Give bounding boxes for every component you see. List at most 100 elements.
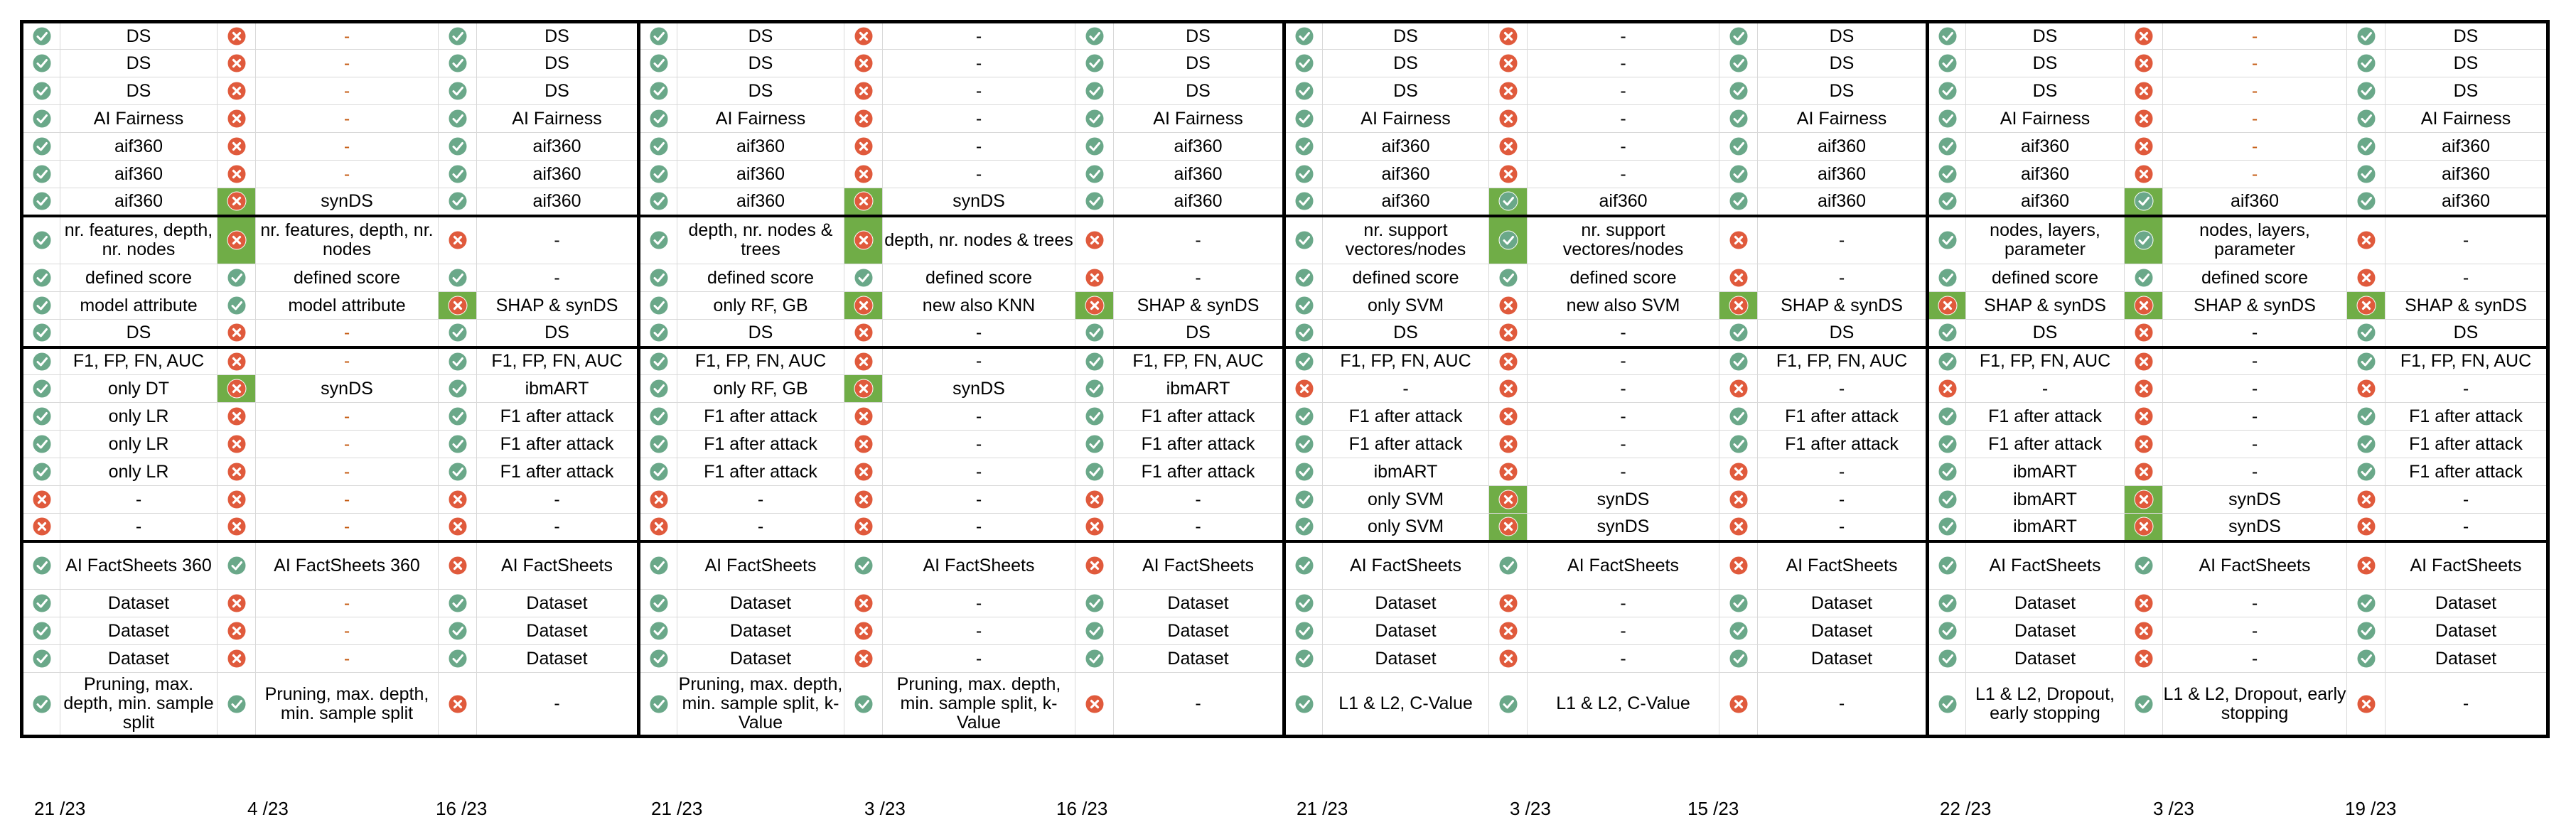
value-cell: nodes, layers, parameter — [2162, 214, 2347, 264]
check-circle-icon — [649, 379, 668, 399]
value-cell: aif360 — [1113, 132, 1284, 161]
status-cell — [438, 485, 477, 514]
status-cell — [1282, 319, 1323, 347]
x-circle-icon — [854, 81, 873, 101]
status-cell — [1488, 485, 1528, 514]
table-row: model attribute model attribute SHAP & syn… — [21, 291, 2548, 320]
status-cell — [217, 104, 256, 133]
value-cell: F1 after attack — [476, 430, 639, 458]
value-cell: depth, nr. nodes & trees — [677, 214, 844, 264]
value-cell: - — [1527, 49, 1719, 77]
check-circle-icon — [2356, 164, 2376, 184]
value-cell: DS — [60, 77, 218, 105]
status-cell — [217, 49, 256, 77]
x-circle-icon — [1085, 556, 1104, 575]
status-cell — [1926, 264, 1966, 292]
status-cell — [1282, 458, 1323, 486]
check-circle-icon — [448, 164, 467, 184]
value-cell: SHAP & synDS — [2162, 291, 2347, 320]
value-cell: F1 after attack — [2385, 430, 2548, 458]
status-cell — [1282, 77, 1323, 105]
x-circle-icon — [1498, 649, 1518, 669]
value-cell: - — [1527, 319, 1719, 347]
x-circle-icon — [227, 649, 246, 669]
check-circle-icon — [1294, 191, 1314, 211]
check-circle-icon — [649, 26, 668, 46]
value-cell: AI FactSheets — [2385, 539, 2548, 590]
value-cell: - — [1527, 132, 1719, 161]
status-cell — [217, 160, 256, 188]
value-cell: L1 & L2, Dropout, early stopping — [1965, 672, 2125, 737]
status-cell — [1488, 345, 1528, 375]
value-cell: DS — [476, 319, 639, 347]
value-cell: F1, FP, FN, AUC — [1113, 345, 1284, 375]
status-cell — [438, 430, 477, 458]
score-label: 3 /23 — [2153, 798, 2194, 819]
status-cell — [1926, 402, 1966, 431]
check-circle-icon — [1085, 434, 1104, 454]
x-circle-icon — [649, 490, 668, 509]
check-circle-icon — [32, 136, 51, 156]
status-cell — [217, 589, 256, 617]
check-circle-icon — [1294, 323, 1314, 342]
status-cell — [844, 77, 883, 105]
status-cell — [217, 132, 256, 161]
status-cell — [2346, 264, 2386, 292]
x-circle-icon — [854, 109, 873, 129]
table-row: - - - - - - only SVM synDS - ibmART synDS - — [21, 513, 2548, 541]
status-cell — [2124, 374, 2163, 403]
status-cell — [21, 264, 60, 292]
status-cell — [2346, 214, 2386, 264]
status-cell — [844, 188, 883, 216]
status-cell — [844, 644, 883, 673]
x-circle-icon — [227, 136, 246, 156]
status-cell — [2124, 264, 2163, 292]
status-cell — [21, 513, 60, 541]
status-cell — [1075, 160, 1114, 188]
status-cell — [1075, 345, 1114, 375]
check-circle-icon — [2356, 81, 2376, 101]
x-circle-icon — [227, 109, 246, 129]
value-cell: F1, FP, FN, AUC — [60, 345, 218, 375]
value-cell: F1, FP, FN, AUC — [2385, 345, 2548, 375]
status-cell — [2346, 104, 2386, 133]
check-circle-icon — [1729, 434, 1748, 454]
status-cell — [1926, 104, 1966, 133]
value-cell: Dataset — [1965, 589, 2125, 617]
x-circle-icon — [854, 517, 873, 536]
check-circle-icon — [32, 621, 51, 641]
check-circle-icon — [649, 649, 668, 669]
value-cell: DS — [1965, 21, 2125, 50]
value-cell: - — [1527, 458, 1719, 486]
status-cell — [1488, 617, 1528, 645]
status-cell — [2124, 672, 2163, 737]
status-cell — [637, 644, 677, 673]
x-circle-icon — [1498, 164, 1518, 184]
status-cell — [2124, 485, 2163, 514]
check-circle-icon — [2356, 434, 2376, 454]
status-cell — [2124, 402, 2163, 431]
x-circle-icon — [32, 517, 51, 536]
status-cell — [637, 214, 677, 264]
value-cell: - — [1757, 374, 1928, 403]
status-cell — [438, 264, 477, 292]
status-cell — [217, 539, 256, 590]
check-circle-icon — [448, 593, 467, 613]
value-cell: Dataset — [1322, 617, 1489, 645]
value-cell: nr. support vectores/nodes — [1322, 214, 1489, 264]
value-cell: F1 after attack — [677, 458, 844, 486]
value-cell: AI FactSheets — [1322, 539, 1489, 590]
status-cell — [1282, 430, 1323, 458]
value-cell: - — [882, 104, 1075, 133]
value-cell: DS — [2385, 49, 2548, 77]
table-row: Dataset - Dataset Dataset - Dataset Dataset - Da… — [21, 644, 2548, 673]
check-circle-icon — [1938, 26, 1957, 46]
status-cell — [21, 539, 60, 590]
score-label: 15 /23 — [1687, 798, 1739, 819]
status-cell — [2346, 21, 2386, 50]
status-cell — [1926, 430, 1966, 458]
status-cell — [1075, 374, 1114, 403]
status-cell — [1488, 104, 1528, 133]
value-cell: aif360 — [1527, 188, 1719, 216]
value-cell: Dataset — [1965, 617, 2125, 645]
